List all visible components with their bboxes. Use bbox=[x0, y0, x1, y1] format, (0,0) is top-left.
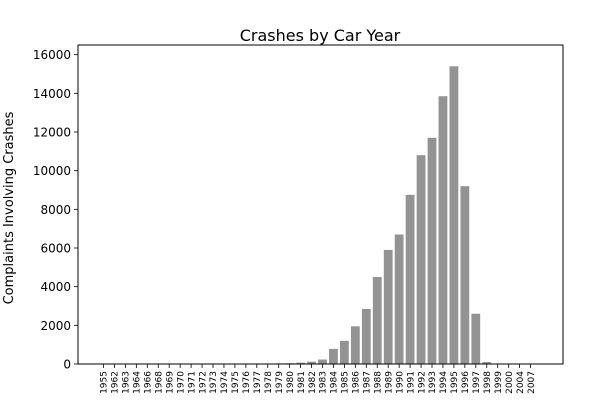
x-tick-label-1981: 1981 bbox=[297, 371, 307, 394]
x-tick-label-1974: 1974 bbox=[220, 371, 230, 394]
x-tick-label-1964: 1964 bbox=[133, 371, 143, 394]
x-tick-label-1995: 1995 bbox=[450, 371, 460, 394]
x-tick-label-1988: 1988 bbox=[373, 371, 383, 394]
x-tick-label-1982: 1982 bbox=[308, 371, 318, 394]
x-tick-label-1972: 1972 bbox=[198, 371, 208, 394]
bar-1996 bbox=[460, 186, 469, 364]
bar-1988 bbox=[373, 277, 382, 364]
bar-1985 bbox=[340, 341, 349, 364]
bar-1993 bbox=[428, 138, 437, 364]
x-tick-label-1996: 1996 bbox=[461, 371, 471, 394]
bar-1984 bbox=[329, 349, 338, 364]
x-tick-label-1979: 1979 bbox=[275, 371, 285, 394]
bar-1995 bbox=[450, 66, 459, 364]
bar-1994 bbox=[439, 96, 448, 364]
y-tick-label-2000: 2000 bbox=[40, 319, 71, 333]
x-tick-label-2004: 2004 bbox=[516, 371, 526, 394]
x-tick-label-1999: 1999 bbox=[494, 371, 504, 394]
y-tick-label-10000: 10000 bbox=[33, 164, 71, 178]
x-tick-label-1977: 1977 bbox=[253, 371, 263, 394]
x-tick-label-1992: 1992 bbox=[417, 371, 427, 394]
y-tick-label-6000: 6000 bbox=[40, 242, 71, 256]
x-tick-label-1980: 1980 bbox=[286, 371, 296, 394]
y-axis-ticks: 0 2000 4000 6000 8000 10000 12000 14000 16000 bbox=[33, 48, 78, 371]
bar-1987 bbox=[362, 309, 371, 364]
x-tick-label-1990: 1990 bbox=[395, 371, 405, 394]
y-tick-label-14000: 14000 bbox=[33, 87, 71, 101]
x-tick-label-1993: 1993 bbox=[428, 371, 438, 394]
x-tick-label-1997: 1997 bbox=[472, 371, 482, 394]
chart-title: Crashes by Car Year bbox=[240, 26, 401, 45]
x-tick-label-1983: 1983 bbox=[319, 371, 329, 394]
x-tick-label-1984: 1984 bbox=[330, 371, 340, 394]
y-tick-label-4000: 4000 bbox=[40, 280, 71, 294]
bar-1991 bbox=[406, 195, 415, 364]
bars-layer bbox=[99, 66, 535, 364]
x-tick-label-1971: 1971 bbox=[187, 371, 197, 394]
x-tick-label-1994: 1994 bbox=[439, 371, 449, 394]
y-tick-label-0: 0 bbox=[63, 358, 71, 372]
x-tick-label-1976: 1976 bbox=[242, 371, 252, 394]
x-tick-label-2000: 2000 bbox=[505, 371, 515, 394]
x-tick-label-1973: 1973 bbox=[209, 371, 219, 394]
x-tick-label-1969: 1969 bbox=[165, 371, 175, 394]
bar-1990 bbox=[395, 234, 404, 364]
x-tick-label-1955: 1955 bbox=[100, 371, 110, 394]
bar-1997 bbox=[471, 314, 480, 364]
x-tick-label-2007: 2007 bbox=[527, 371, 537, 394]
x-tick-label-1968: 1968 bbox=[154, 371, 164, 394]
x-tick-label-1985: 1985 bbox=[341, 371, 351, 394]
y-tick-label-8000: 8000 bbox=[40, 203, 71, 217]
y-tick-label-12000: 12000 bbox=[33, 126, 71, 140]
x-tick-label-1966: 1966 bbox=[144, 371, 154, 394]
x-tick-label-1989: 1989 bbox=[384, 371, 394, 394]
x-tick-label-1978: 1978 bbox=[264, 371, 274, 394]
x-tick-label-1986: 1986 bbox=[352, 371, 362, 394]
x-tick-label-1975: 1975 bbox=[231, 371, 241, 394]
bar-1983 bbox=[318, 360, 327, 364]
x-tick-label-1962: 1962 bbox=[111, 371, 121, 394]
x-tick-label-1991: 1991 bbox=[406, 371, 416, 394]
plot-area-frame bbox=[78, 45, 563, 364]
bar-1986 bbox=[351, 326, 360, 364]
bar-1992 bbox=[417, 155, 426, 364]
x-tick-label-1998: 1998 bbox=[483, 371, 493, 394]
bar-1989 bbox=[384, 250, 393, 364]
x-tick-label-1963: 1963 bbox=[122, 371, 132, 394]
x-tick-label-1970: 1970 bbox=[176, 371, 186, 394]
y-tick-label-16000: 16000 bbox=[33, 48, 71, 62]
y-axis-label: Complaints Involving Crashes bbox=[2, 111, 17, 304]
x-tick-label-1987: 1987 bbox=[363, 371, 373, 394]
